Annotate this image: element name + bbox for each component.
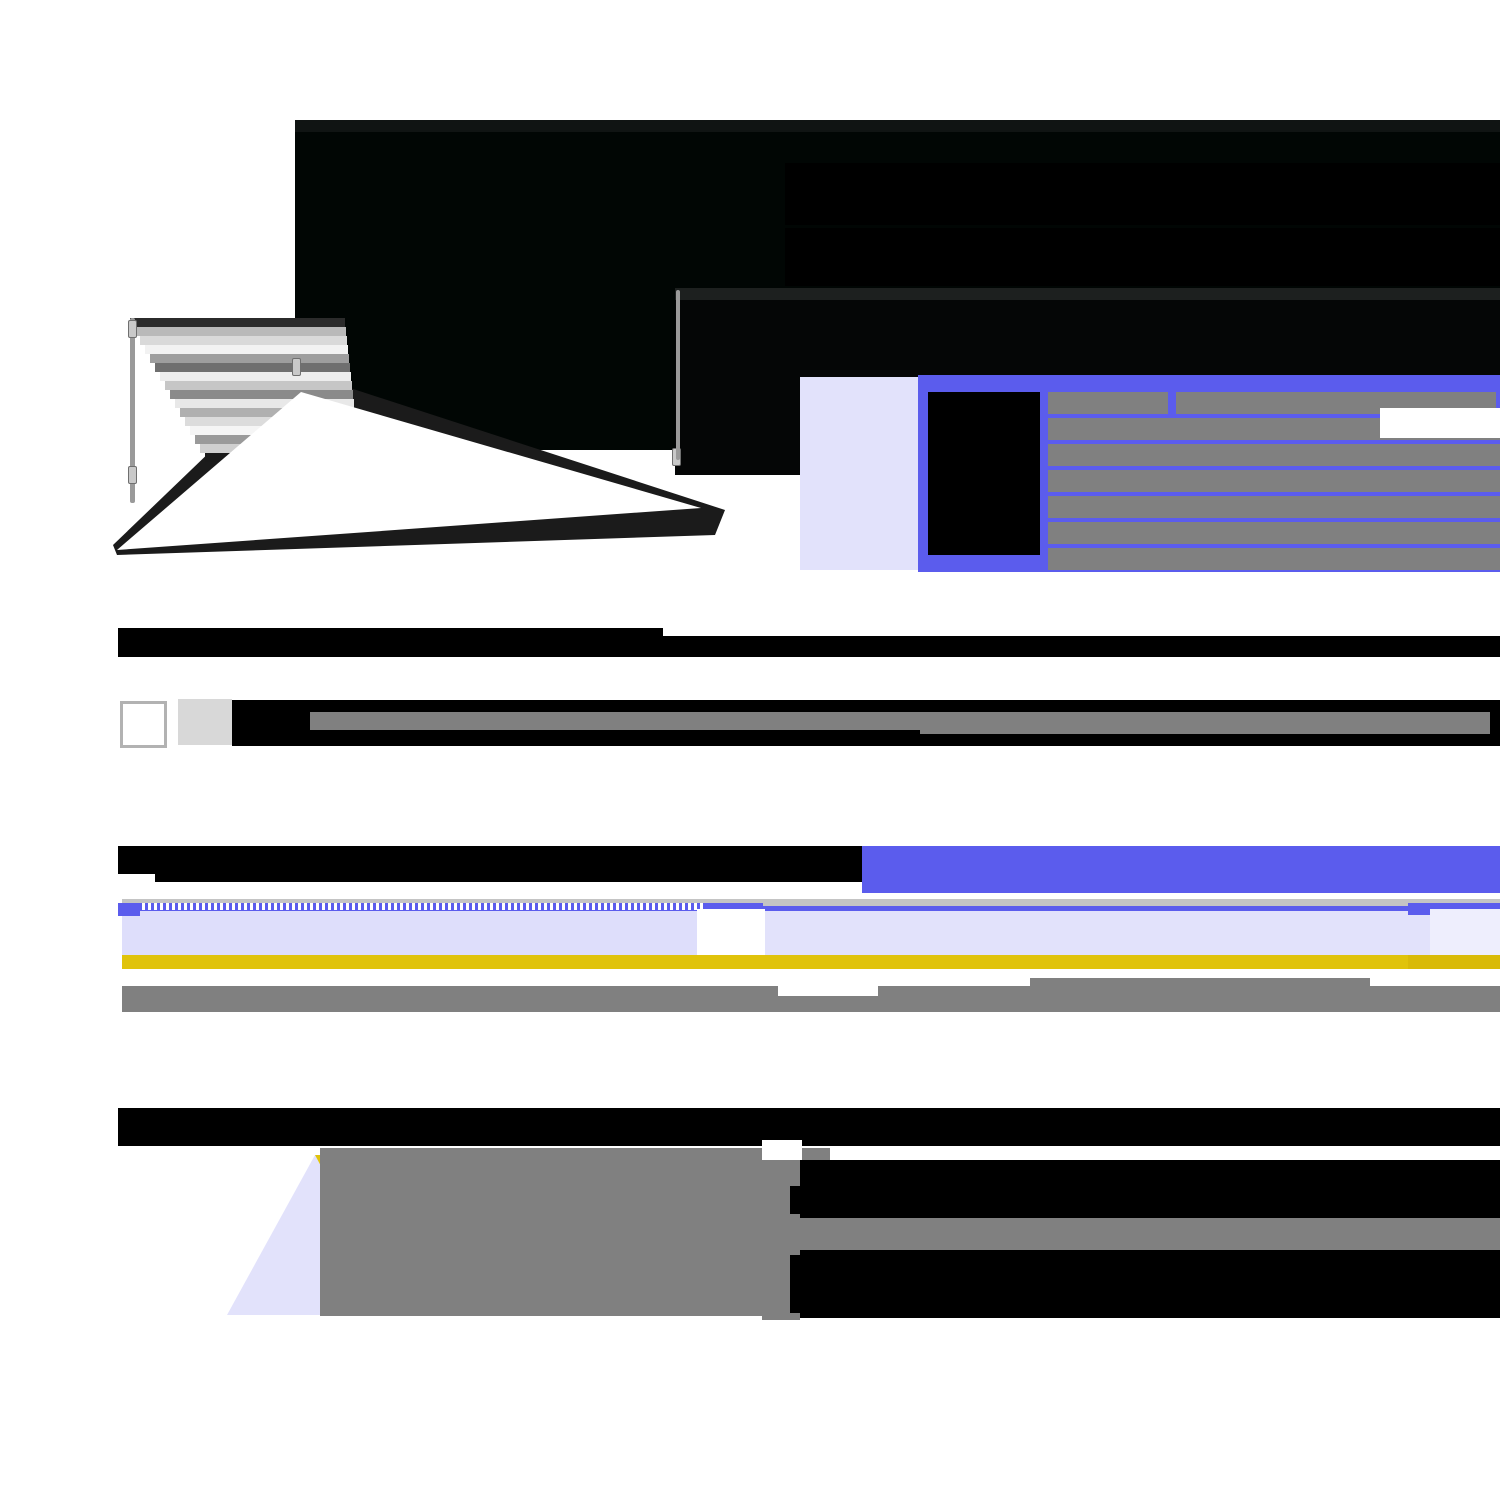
indigo-row-4-seg-0	[1048, 496, 1500, 518]
slider-underline-active	[122, 955, 1408, 969]
indigo-panel-thumbnail	[928, 392, 1040, 555]
indigo-row-3-seg-0	[1048, 470, 1500, 492]
left-rail-knob-bottom[interactable]	[128, 466, 137, 484]
scanline-3	[145, 345, 348, 354]
scanline-8	[170, 390, 353, 399]
lavender-card[interactable]	[800, 377, 920, 570]
slider-caption-gap	[778, 986, 878, 996]
slider-tick-marks	[133, 903, 720, 910]
checkbox-label-redaction-2	[310, 730, 920, 740]
slider-rail[interactable]	[122, 906, 1500, 911]
mid-rail-knob[interactable]	[292, 358, 301, 376]
checkbox-adjacent-block	[178, 699, 232, 745]
triangle-body-block	[320, 1148, 830, 1316]
slider-handle-start[interactable]	[118, 903, 140, 916]
checkbox-label-redaction	[310, 712, 1490, 734]
scanline-6	[160, 372, 351, 381]
hero-divider	[675, 288, 1500, 302]
hero-text-block-2	[785, 228, 1500, 286]
hero-titlebar	[295, 120, 1500, 132]
slider-gap-2	[1430, 909, 1500, 956]
triangle-body-notch-1	[790, 1186, 810, 1214]
triangle-body-corner	[762, 1140, 802, 1160]
indigo-row-5-seg-0	[1048, 522, 1500, 544]
slider-track-background[interactable]	[122, 899, 1500, 909]
indigo-row-gap-1	[1380, 408, 1500, 438]
scanline-1	[135, 327, 346, 336]
indigo-row-2-seg-0	[1048, 444, 1500, 466]
slider-gap-1	[697, 909, 765, 956]
scanline-9	[175, 399, 354, 408]
checkbox-section-heading-overlay	[118, 628, 663, 646]
right-rail-track[interactable]	[676, 290, 680, 460]
triangle-body-notch-2	[790, 1255, 810, 1313]
left-rail-knob-top[interactable]	[128, 320, 137, 338]
slider-section-heading-2	[155, 868, 863, 882]
triangle-body-row-2	[762, 1218, 1500, 1250]
scanline-2	[140, 336, 347, 345]
slider-section-badge[interactable]	[862, 846, 1500, 893]
indigo-row-6-seg-0	[1048, 548, 1500, 570]
scanline-0	[130, 318, 345, 327]
checkbox-input[interactable]	[120, 701, 167, 748]
scanline-5	[155, 363, 350, 372]
indigo-row-0-seg-0	[1048, 392, 1168, 414]
slider-track-fill-active[interactable]	[122, 909, 697, 956]
triangle-body-row-3	[800, 1250, 1500, 1318]
scanline-4	[150, 354, 349, 363]
scanline-7	[165, 381, 352, 390]
hero-text-block-1	[785, 163, 1500, 225]
triangle-section-heading	[118, 1108, 1500, 1146]
left-rail-track[interactable]	[130, 318, 135, 503]
scanline-10	[180, 408, 355, 417]
glitch-artifact	[105, 300, 725, 560]
slider-caption-mask	[1030, 978, 1370, 992]
